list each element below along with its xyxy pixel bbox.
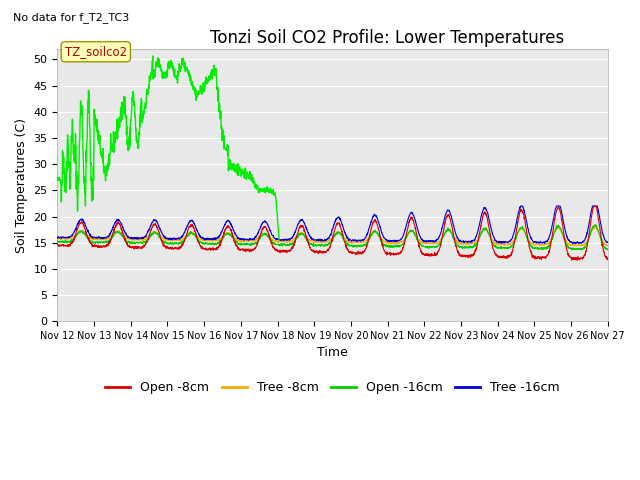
Text: TZ_soilco2: TZ_soilco2	[65, 45, 127, 58]
Text: No data for f_T2_TC3: No data for f_T2_TC3	[13, 12, 129, 23]
X-axis label: Time: Time	[317, 347, 348, 360]
Legend: Open -8cm, Tree -8cm, Open -16cm, Tree -16cm: Open -8cm, Tree -8cm, Open -16cm, Tree -…	[100, 376, 565, 399]
Y-axis label: Soil Temperatures (C): Soil Temperatures (C)	[15, 118, 28, 252]
Title: Tonzi Soil CO2 Profile: Lower Temperatures: Tonzi Soil CO2 Profile: Lower Temperatur…	[211, 29, 564, 48]
